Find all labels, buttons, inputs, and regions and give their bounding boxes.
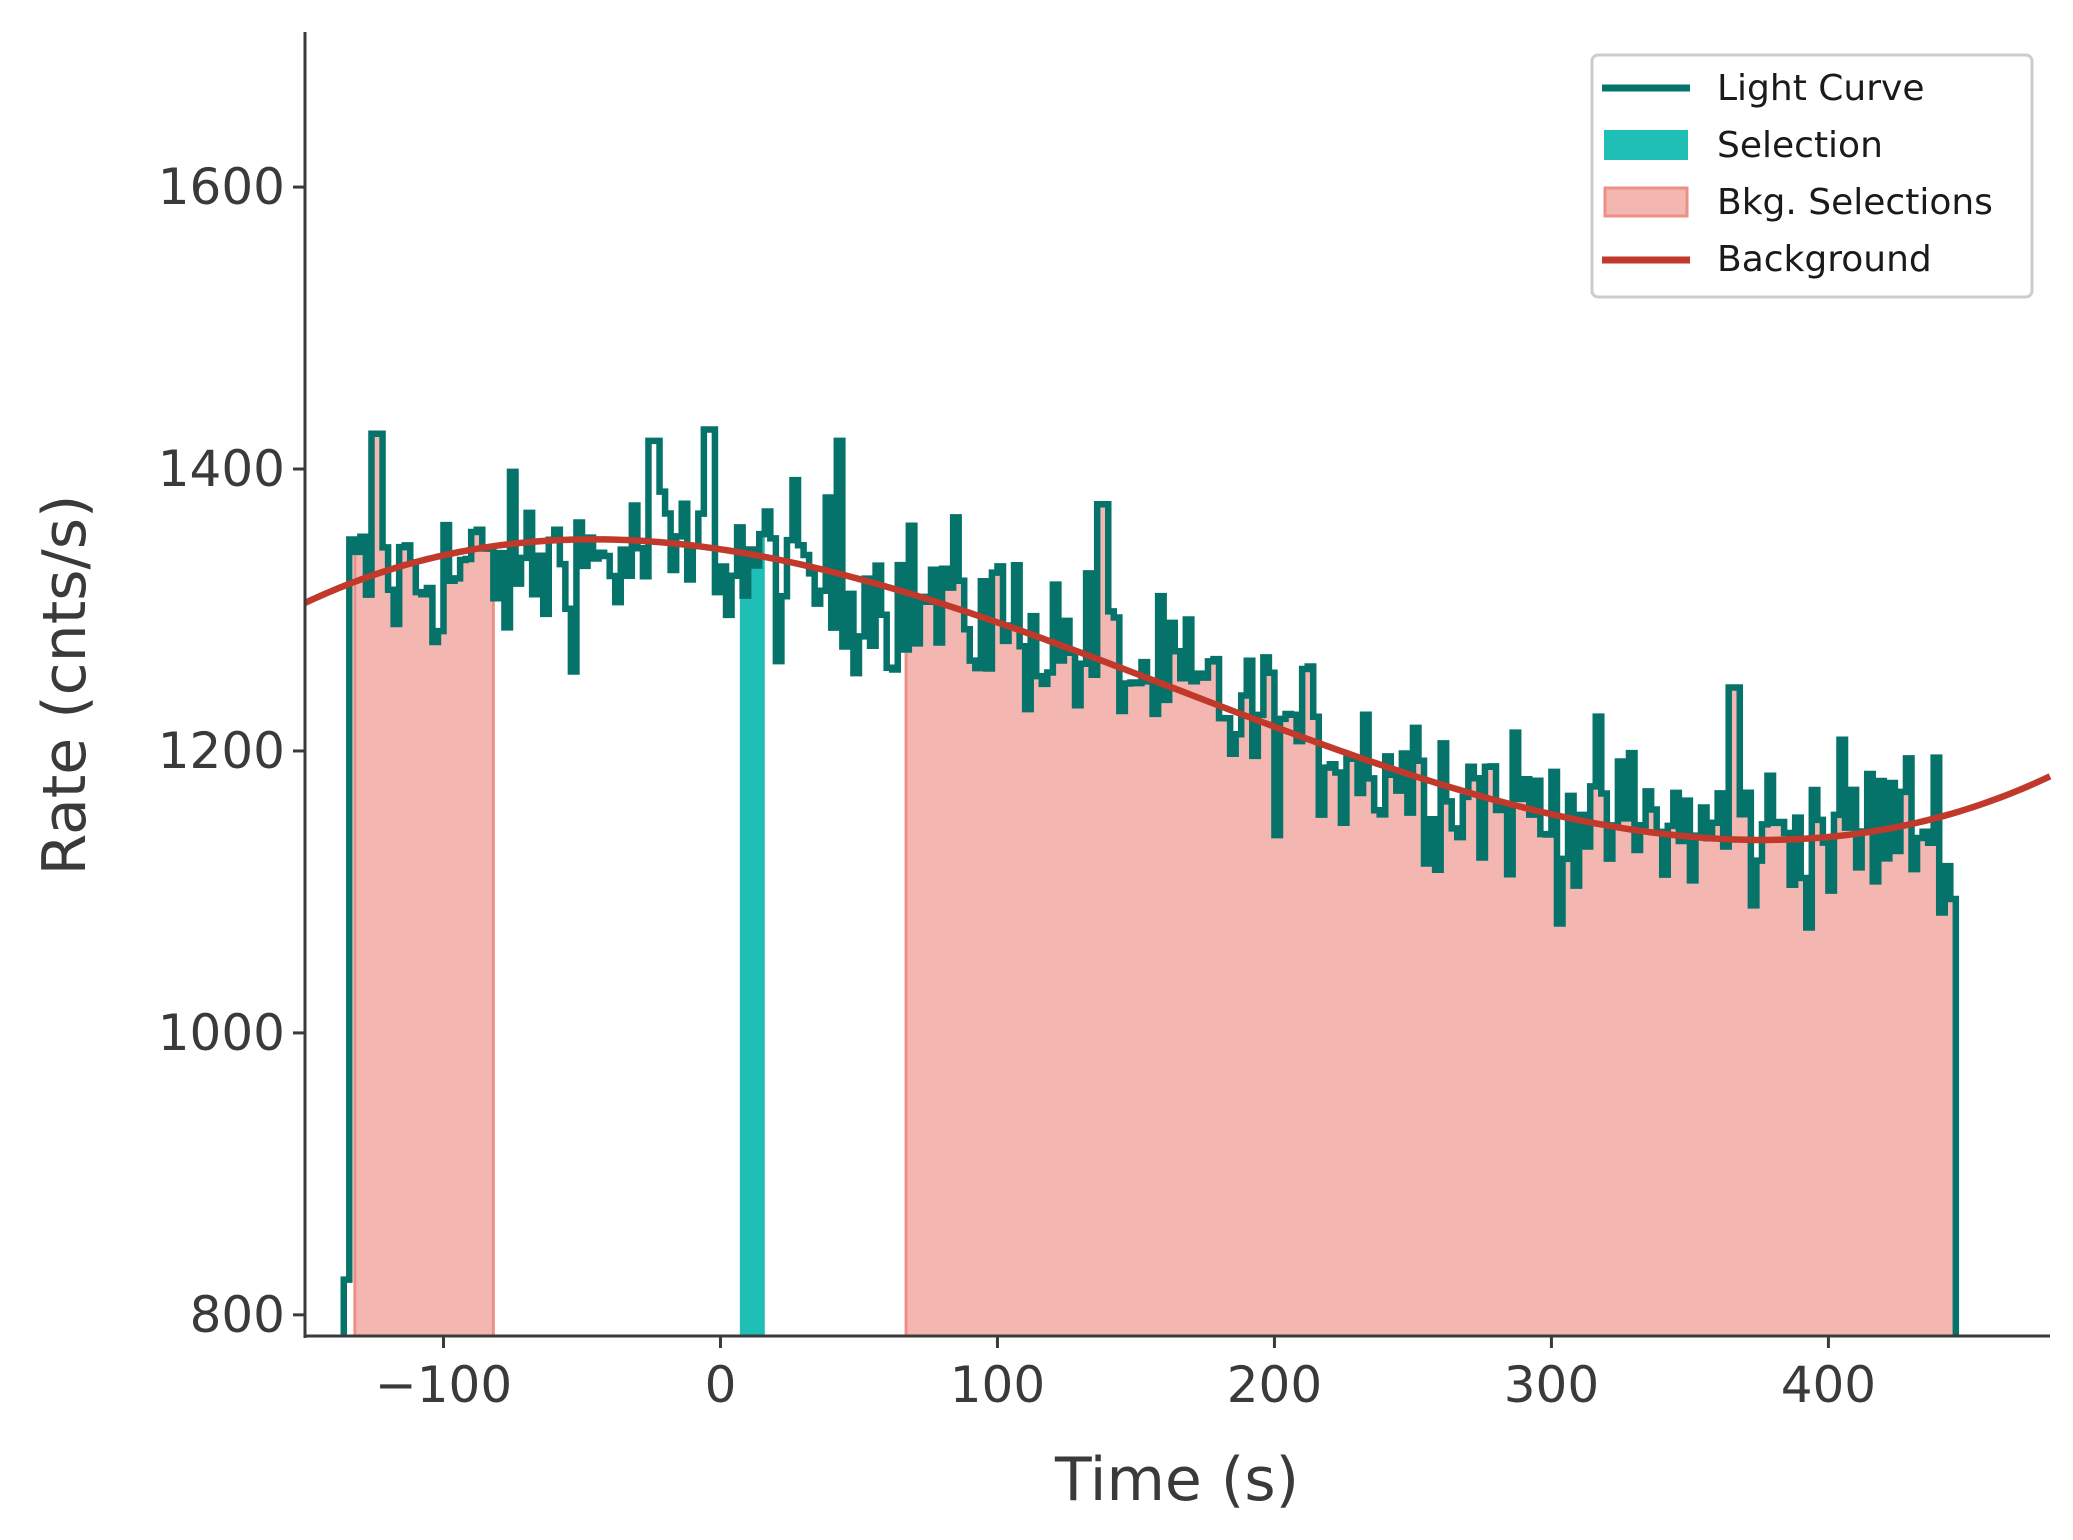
x-axis-title: Time (s) bbox=[1054, 1445, 1299, 1515]
light-curve-series bbox=[340, 426, 1960, 1336]
x-tick-label: 0 bbox=[705, 1356, 737, 1414]
bkg-selection-region-1 bbox=[354, 433, 494, 1336]
legend-swatch-bkg-selections bbox=[1603, 186, 1689, 218]
legend-label-bkg-selections: Bkg. Selections bbox=[1717, 182, 1993, 223]
y-tick-label: 1400 bbox=[158, 440, 285, 498]
legend-label-background: Background bbox=[1717, 239, 1932, 280]
x-tick-label: −100 bbox=[375, 1356, 512, 1414]
selection-region bbox=[739, 527, 765, 1336]
legend-swatch-selection bbox=[1604, 130, 1688, 160]
legend: Light Curve Selection Bkg. Selections Ba… bbox=[1590, 53, 2034, 299]
x-tick-label: 100 bbox=[950, 1356, 1045, 1414]
legend-frame bbox=[1590, 53, 2034, 299]
x-tick-label: 300 bbox=[1504, 1356, 1599, 1414]
y-tick-label: 1000 bbox=[158, 1004, 285, 1062]
background-fit-curve bbox=[303, 536, 2052, 844]
bkg-selection-region-2 bbox=[906, 504, 1956, 1336]
plot-area bbox=[303, 426, 2052, 1336]
x-tick-label: 400 bbox=[1781, 1356, 1876, 1414]
y-axis-title: Rate (cnts/s) bbox=[30, 495, 100, 876]
y-tick-label: 800 bbox=[190, 1286, 285, 1344]
legend-label-light-curve: Light Curve bbox=[1717, 68, 1925, 109]
x-tick-label: 200 bbox=[1227, 1356, 1322, 1414]
axis-ticks: −100 0 100 200 300 400 800 1000 1200 1400 1600 bbox=[158, 158, 1876, 1414]
y-tick-label: 1200 bbox=[158, 722, 285, 780]
legend-label-selection: Selection bbox=[1717, 125, 1883, 166]
y-tick-label: 1600 bbox=[158, 158, 285, 216]
